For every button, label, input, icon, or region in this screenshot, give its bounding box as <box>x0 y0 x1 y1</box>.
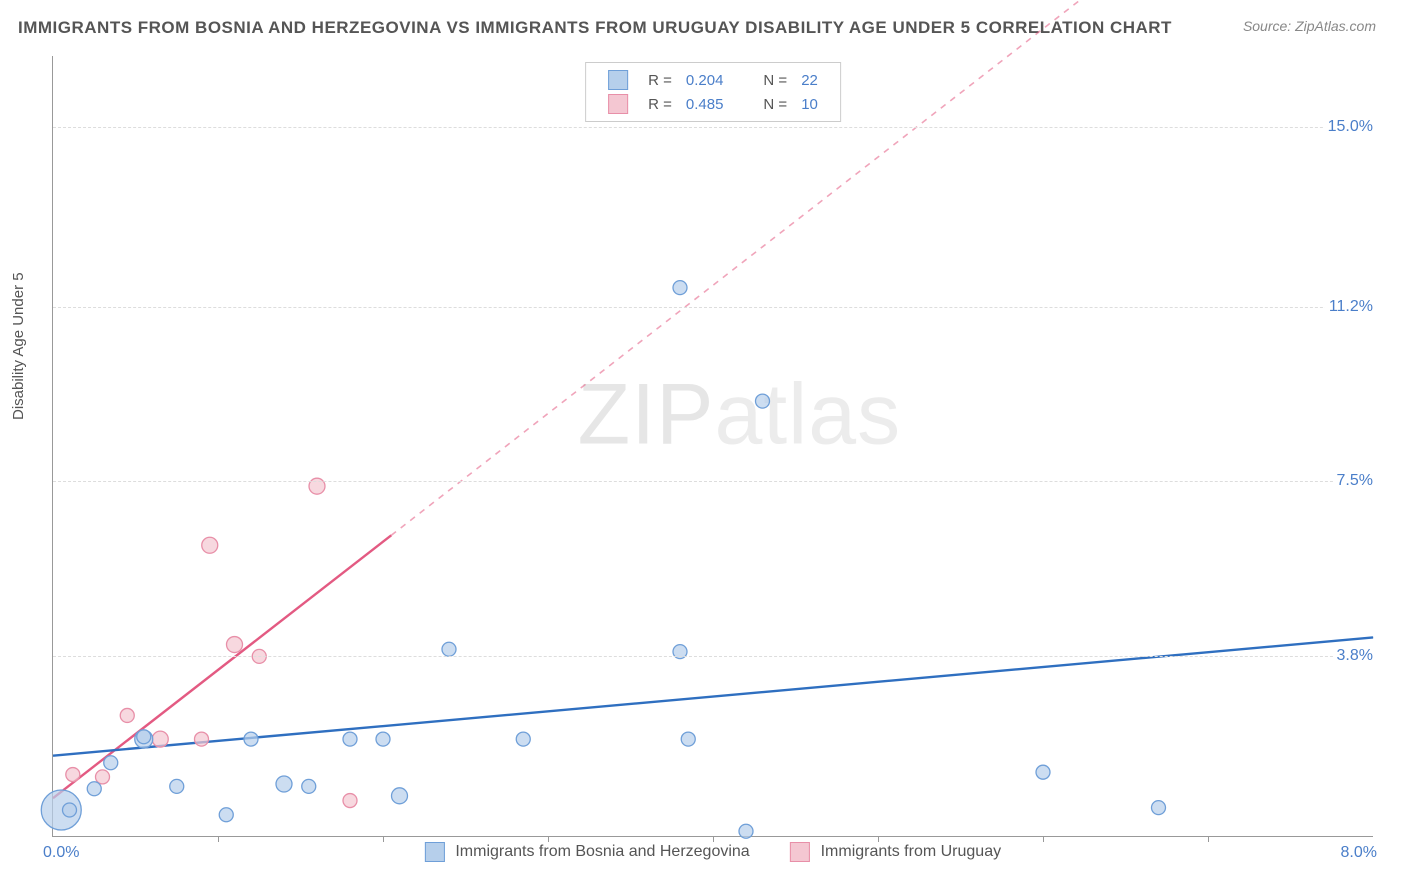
x-tick <box>878 836 879 842</box>
x-tick <box>713 836 714 842</box>
gridline <box>53 481 1373 482</box>
x-axis-max-label: 8.0% <box>1341 844 1377 862</box>
x-tick <box>1208 836 1209 842</box>
x-tick <box>383 836 384 842</box>
swatch-pink-icon <box>790 842 810 862</box>
legend-bottom-item-pink: Immigrants from Uruguay <box>790 842 1001 862</box>
x-tick <box>1043 836 1044 842</box>
gridline <box>53 127 1373 128</box>
legend-bottom-label-pink: Immigrants from Uruguay <box>821 843 1002 860</box>
legend-bottom-label-blue: Immigrants from Bosnia and Herzegovina <box>455 843 749 860</box>
x-tick <box>218 836 219 842</box>
x-axis-origin-label: 0.0% <box>43 844 79 862</box>
y-right-tick-label: 7.5% <box>1333 472 1377 490</box>
chart-svg-overlay <box>53 56 1373 836</box>
swatch-blue-icon <box>425 842 445 862</box>
chart-title: IMMIGRANTS FROM BOSNIA AND HERZEGOVINA V… <box>18 18 1172 38</box>
y-right-tick-label: 15.0% <box>1324 118 1377 136</box>
source-label: Source: ZipAtlas.com <box>1243 18 1376 34</box>
y-right-tick-label: 3.8% <box>1333 647 1377 665</box>
gridline <box>53 307 1373 308</box>
legend-bottom: Immigrants from Bosnia and Herzegovina I… <box>407 842 1019 862</box>
y-right-tick-label: 11.2% <box>1325 298 1377 316</box>
y-axis-label: Disability Age Under 5 <box>10 272 27 420</box>
chart-plot-area: ZIPatlas R = 0.204 N = 22 R = 0.485 N = <box>52 56 1373 837</box>
legend-bottom-item-blue: Immigrants from Bosnia and Herzegovina <box>425 842 750 862</box>
gridline <box>53 656 1373 657</box>
x-tick <box>548 836 549 842</box>
